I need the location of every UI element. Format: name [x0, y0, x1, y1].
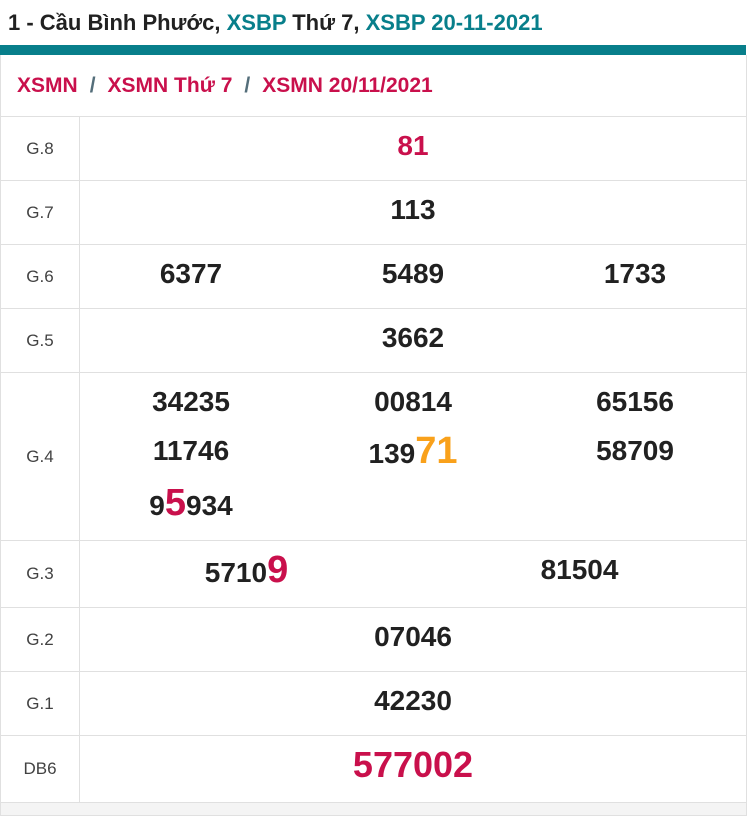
prize-line: 42230 — [80, 679, 746, 728]
prize-cell: 1733 — [524, 252, 746, 301]
prize-line: 57109 81504 — [80, 548, 746, 600]
prize-line: 3662 — [80, 316, 746, 365]
prize-row: G.5 3662 — [1, 308, 746, 372]
prize-cell: 07046 — [80, 615, 746, 664]
prize-values: 34235 00814 65156 11746 13971 58709 95934 — [80, 373, 746, 540]
breadcrumb-link[interactable]: XSMN 20/11/2021 — [262, 73, 433, 97]
title-segment: XSBP — [226, 10, 287, 35]
prize-row: G.6 6377 5489 1733 — [1, 244, 746, 308]
prize-values: 07046 — [80, 608, 746, 671]
prize-label: DB6 — [1, 736, 80, 802]
prize-label: G.6 — [1, 245, 80, 308]
prize-values: 113 — [80, 181, 746, 244]
prize-number: 65156 — [596, 386, 674, 417]
breadcrumb-separator: / — [244, 73, 251, 97]
title-segment: 1 - Cầu Bình Phước, — [8, 10, 227, 35]
breadcrumb-link[interactable]: XSMN — [17, 73, 78, 97]
prize-cell: 3662 — [80, 316, 746, 365]
breadcrumb-separator: / — [89, 73, 96, 97]
prize-cell — [524, 481, 746, 533]
prize-cell: 58709 — [524, 429, 746, 481]
results-table: G.8 81 G.7 113 G.6 6377 5489 1733 G.5 3662 G.4 3423… — [1, 117, 746, 802]
prize-label: G.4 — [1, 373, 80, 540]
prize-cell: 11746 — [80, 429, 302, 481]
prize-values: 42230 — [80, 672, 746, 735]
prize-cell: 81 — [80, 124, 746, 173]
prize-number: 81 — [397, 130, 429, 161]
prize-number: 3662 — [381, 322, 445, 353]
prize-line: 95934 — [80, 481, 746, 533]
results-panel: XSMN / XSMN Thứ 7 / XSMN 20/11/2021 G.8 81 G.7… — [0, 55, 747, 816]
prize-cell: 113 — [80, 188, 746, 237]
prize-cell: 57109 — [80, 548, 413, 600]
teal-divider — [0, 45, 746, 55]
prize-number: 6377 — [159, 258, 223, 289]
breadcrumb-link[interactable]: XSMN Thứ 7 — [107, 73, 233, 97]
prize-row: G.4 34235 00814 65156 11746 13971 58709 95934 — [1, 372, 746, 540]
breadcrumb: XSMN / XSMN Thứ 7 / XSMN 20/11/2021 — [1, 55, 746, 117]
prize-number: 34235 — [152, 386, 230, 417]
title-segment: XSBP 20-11-2021 — [365, 10, 543, 35]
prize-values: 81 — [80, 117, 746, 180]
prize-number: 07046 — [374, 621, 452, 652]
prize-label: G.3 — [1, 541, 80, 607]
prize-number: 00814 — [374, 386, 452, 417]
footer-strip — [1, 802, 746, 815]
prize-cell: 5489 — [302, 252, 524, 301]
prize-cell: 42230 — [80, 679, 746, 728]
prize-cell: 00814 — [302, 380, 524, 429]
prize-cell: 81504 — [413, 548, 746, 600]
prize-number: 71 — [415, 430, 458, 472]
prize-cell: 6377 — [80, 252, 302, 301]
prize-label: G.5 — [1, 309, 80, 372]
prize-number: 81504 — [540, 554, 619, 585]
prize-cell: 577002 — [80, 743, 746, 795]
prize-row: DB6 577002 — [1, 735, 746, 802]
prize-cell: 13971 — [302, 429, 524, 481]
prize-number: 139 — [368, 438, 416, 469]
prize-number: 11746 — [152, 435, 230, 466]
prize-number: 5 — [164, 482, 186, 524]
prize-number: 113 — [390, 194, 436, 225]
prize-number: 42230 — [374, 685, 452, 716]
prize-line: 81 — [80, 124, 746, 173]
prize-label: G.7 — [1, 181, 80, 244]
prize-number: 9 — [267, 549, 289, 591]
prize-number: 934 — [186, 490, 233, 521]
prize-values: 577002 — [80, 736, 746, 802]
prize-row: G.7 113 — [1, 180, 746, 244]
prize-label: G.1 — [1, 672, 80, 735]
prize-row: G.1 42230 — [1, 671, 746, 735]
prize-line: 34235 00814 65156 — [80, 380, 746, 429]
prize-values: 3662 — [80, 309, 746, 372]
page-title: 1 - Cầu Bình Phước, XSBP Thứ 7, XSBP 20-… — [0, 0, 752, 45]
prize-cell — [302, 481, 524, 533]
prize-row: G.8 81 — [1, 117, 746, 180]
prize-values: 57109 81504 — [80, 541, 746, 607]
prize-number: 577002 — [352, 744, 474, 785]
prize-line: 113 — [80, 188, 746, 237]
prize-number: 1733 — [603, 258, 667, 289]
title-segment: Thứ 7, — [286, 10, 366, 35]
prize-label: G.2 — [1, 608, 80, 671]
prize-row: G.3 57109 81504 — [1, 540, 746, 607]
prize-values: 6377 5489 1733 — [80, 245, 746, 308]
prize-cell: 65156 — [524, 380, 746, 429]
prize-line: 11746 13971 58709 — [80, 429, 746, 481]
prize-cell: 95934 — [80, 481, 302, 533]
prize-line: 07046 — [80, 615, 746, 664]
prize-number: 58709 — [596, 435, 674, 466]
prize-number: 9 — [149, 490, 165, 521]
prize-row: G.2 07046 — [1, 607, 746, 671]
prize-line: 577002 — [80, 743, 746, 795]
prize-label: G.8 — [1, 117, 80, 180]
prize-cell: 34235 — [80, 380, 302, 429]
prize-number: 5489 — [381, 258, 445, 289]
prize-number: 5710 — [204, 557, 268, 588]
prize-line: 6377 5489 1733 — [80, 252, 746, 301]
